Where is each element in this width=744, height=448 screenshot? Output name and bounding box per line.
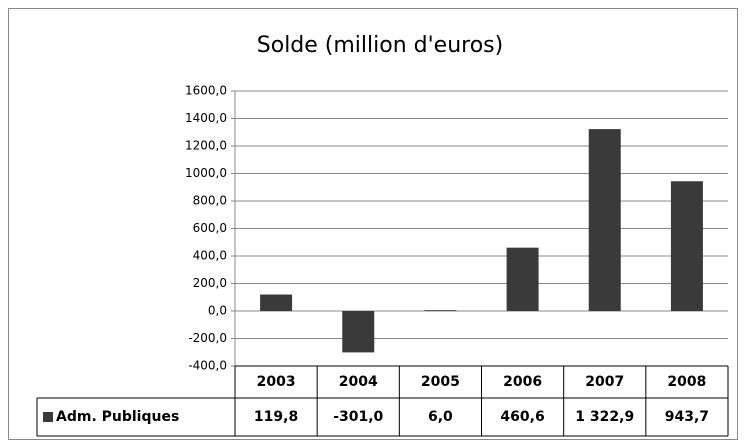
bar xyxy=(342,311,375,353)
y-tick-label: 600,0 xyxy=(193,221,227,235)
y-tick-label: 1400,0 xyxy=(185,111,227,125)
y-tick-label: 1600,0 xyxy=(185,84,227,98)
legend-swatch xyxy=(43,412,53,422)
value-label: -301,0 xyxy=(333,409,383,425)
bar xyxy=(424,310,457,311)
x-tick-label: 2008 xyxy=(667,374,706,390)
y-tick-label: 0,0 xyxy=(208,304,227,318)
x-tick-label: 2005 xyxy=(421,374,460,390)
y-tick-label: 800,0 xyxy=(193,194,227,208)
value-label: 6,0 xyxy=(428,409,453,425)
chart-title: Solde (million d'euros) xyxy=(257,33,503,58)
x-tick-label: 2007 xyxy=(585,374,624,390)
y-tick-label: 200,0 xyxy=(193,276,227,290)
y-tick-label: -200,0 xyxy=(188,331,227,345)
value-label: 460,6 xyxy=(500,409,544,425)
bar xyxy=(588,129,621,311)
x-tick-label: 2003 xyxy=(257,374,296,390)
value-label: 119,8 xyxy=(254,409,298,425)
x-tick-label: 2004 xyxy=(339,374,378,390)
bar xyxy=(506,247,539,311)
value-label: 943,7 xyxy=(665,409,709,425)
y-tick-label: 1200,0 xyxy=(185,139,227,153)
bar xyxy=(260,294,293,311)
y-tick-label: 400,0 xyxy=(193,249,227,263)
value-label: 1 322,9 xyxy=(575,409,634,425)
x-tick-label: 2006 xyxy=(503,374,542,390)
y-tick-label: -400,0 xyxy=(188,359,227,373)
bar xyxy=(670,181,703,311)
y-tick-label: 1000,0 xyxy=(185,166,227,180)
legend-label: Adm. Publiques xyxy=(56,409,179,425)
